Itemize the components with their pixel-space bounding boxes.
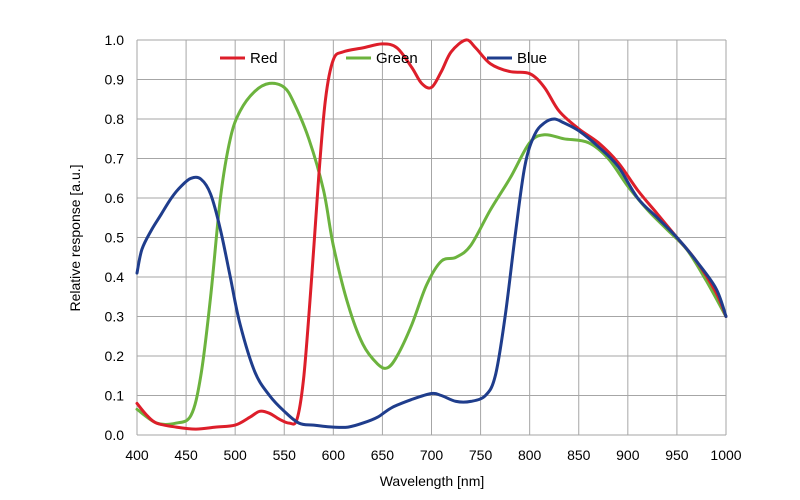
x-tick-label: 600	[322, 447, 346, 463]
y-tick-label: 0.7	[105, 151, 125, 167]
y-tick-label: 0.2	[105, 348, 125, 364]
y-tick-label: 0.6	[105, 190, 125, 206]
x-tick-label: 1000	[710, 447, 741, 463]
x-tick-label: 550	[273, 447, 297, 463]
y-tick-label: 0.5	[105, 230, 125, 246]
x-axis-label: Wavelength [nm]	[380, 473, 485, 489]
x-tick-label: 400	[125, 447, 149, 463]
y-tick-label: 1.0	[105, 32, 125, 48]
grid	[136, 39, 727, 436]
y-tick-label: 0.1	[105, 388, 125, 404]
x-tick-label: 900	[616, 447, 640, 463]
legend-label-blue: Blue	[517, 50, 547, 67]
legend: Red Green Blue	[220, 50, 547, 67]
legend-label-red: Red	[250, 50, 278, 67]
x-tick-label: 750	[469, 447, 493, 463]
y-tick-label: 0.3	[105, 309, 125, 325]
x-tick-label: 800	[518, 447, 542, 463]
tick-labels: 400 450 500 550 600 650 700 750 800 850 900 950 1000…	[105, 32, 742, 463]
y-tick-label: 0.0	[105, 427, 125, 443]
series-group	[135, 38, 728, 431]
y-tick-label: 0.4	[105, 269, 125, 285]
legend-label-green: Green	[376, 50, 418, 67]
series-line-red	[135, 38, 728, 431]
y-axis-label: Relative response [a.u.]	[67, 164, 83, 311]
x-tick-label: 650	[371, 447, 395, 463]
series-line-green	[135, 81, 728, 427]
x-tick-label: 450	[174, 447, 198, 463]
x-tick-label: 700	[420, 447, 444, 463]
y-tick-label: 0.8	[105, 111, 125, 127]
y-tick-label: 0.9	[105, 72, 125, 88]
x-tick-label: 500	[223, 447, 247, 463]
x-tick-label: 950	[665, 447, 689, 463]
x-tick-label: 850	[567, 447, 591, 463]
series-line-blue	[135, 117, 728, 429]
